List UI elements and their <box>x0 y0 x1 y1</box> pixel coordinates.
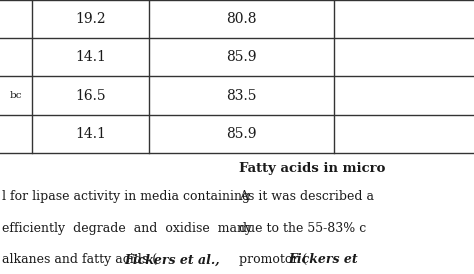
Text: 16.5: 16.5 <box>75 89 106 102</box>
Text: 14.1: 14.1 <box>75 127 106 141</box>
Text: 19.2: 19.2 <box>75 12 106 26</box>
Text: bc: bc <box>10 91 22 100</box>
Text: 85.9: 85.9 <box>227 50 257 64</box>
Text: Fickers et al.,: Fickers et al., <box>124 253 219 266</box>
Text: 14.1: 14.1 <box>75 50 106 64</box>
Text: due to the 55-83% c: due to the 55-83% c <box>239 222 366 235</box>
Text: promotor (: promotor ( <box>239 253 308 266</box>
Text: l for lipase activity in media containing: l for lipase activity in media containin… <box>2 190 250 203</box>
Text: alkanes and fatty acids (: alkanes and fatty acids ( <box>2 253 158 266</box>
Text: Fatty acids in micro: Fatty acids in micro <box>239 162 386 175</box>
Text: 80.8: 80.8 <box>227 12 257 26</box>
Text: As it was described a: As it was described a <box>239 190 374 203</box>
Text: 83.5: 83.5 <box>227 89 257 102</box>
Text: Fickers et: Fickers et <box>288 253 357 266</box>
Text: 85.9: 85.9 <box>227 127 257 141</box>
Text: efficiently  degrade  and  oxidise  many: efficiently degrade and oxidise many <box>2 222 253 235</box>
